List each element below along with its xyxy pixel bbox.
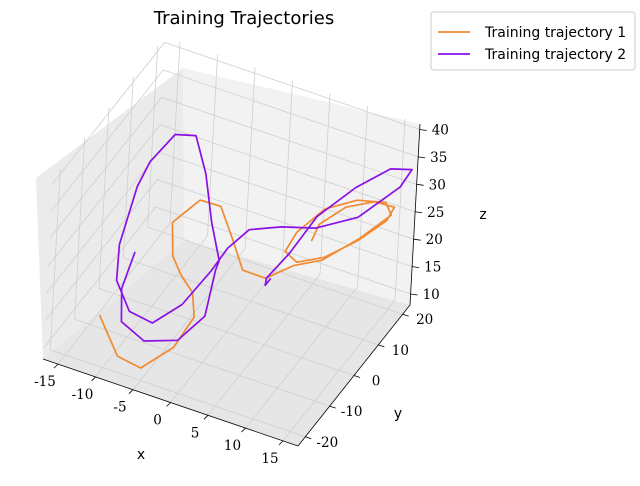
x-tick-1 [91,376,96,382]
x-tick-2 [128,389,134,394]
z-tick-1 [412,266,420,269]
z-tick-label-0: 10 [423,287,440,303]
y-tick-3 [378,344,385,348]
z-tick-6 [419,129,427,131]
y-axis-label: y [394,406,402,422]
z-gridline-0 [43,206,411,349]
z-gridline-6 [52,42,420,184]
z-axis-line [409,123,421,306]
z-tick-label-5: 35 [430,150,447,166]
y-tick-label-4: 20 [416,312,433,328]
z-tick-label-4: 30 [429,177,446,193]
y-tick-label-0: -20 [316,435,338,451]
z-tick-0 [410,293,418,296]
x-tick-4 [203,415,209,420]
z-gridline-3 [47,124,416,267]
y-tick-label-1: -10 [341,404,363,420]
grid-lines [43,42,420,442]
z-tick-2 [413,238,421,241]
y-tick-1 [329,405,336,409]
z-gridline-1 [44,179,413,321]
legend-label-trajectory-1: Training trajectory 1 [484,25,626,41]
z-tick-label-2: 20 [426,232,443,248]
y-tick-label-2: 0 [372,374,381,390]
z-tick-label-3: 25 [427,205,444,221]
z-tick-5 [418,156,426,159]
x-tick-label-5: 10 [224,438,241,454]
y-tick-2 [353,375,361,378]
legend: Training trajectory 1 Training trajector… [430,11,636,71]
chart-title: Training Trajectories [153,8,334,29]
z-tick-3 [415,211,423,214]
back-pane [183,68,420,305]
y-tick-0 [305,436,312,440]
x-tick-3 [166,402,171,407]
x-tick-label-0: -15 [34,374,56,390]
x-tick-6 [278,440,284,446]
x-tick-label-2: -5 [113,400,126,416]
z-tick-label-6: 40 [432,122,449,138]
legend-box [430,11,636,71]
trajectory-lines [99,133,413,369]
legend-label-trajectory-2: Training trajectory 2 [484,47,626,63]
y-tick-4 [402,313,409,317]
x-tick-label-1: -10 [72,387,94,403]
trajectory-line-1 [99,199,396,369]
x-tick-label-3: 0 [153,413,162,429]
x-tick-0 [53,363,59,369]
y-tick-label-3: 10 [392,343,409,359]
z-tick-label-1: 15 [424,260,441,276]
z-axis-label: z [479,207,486,223]
x-axis-label: x [137,447,145,463]
x-tick-label-6: 15 [261,451,278,467]
x-tick-label-4: 5 [191,425,200,441]
floor-pane [43,240,410,446]
z-gridline-4 [49,96,417,239]
axes-panes [36,68,420,446]
z-tick-4 [416,183,424,186]
z-gridline-5 [50,69,419,212]
x-tick-5 [241,427,246,433]
trajectory-line-2 [115,133,413,342]
